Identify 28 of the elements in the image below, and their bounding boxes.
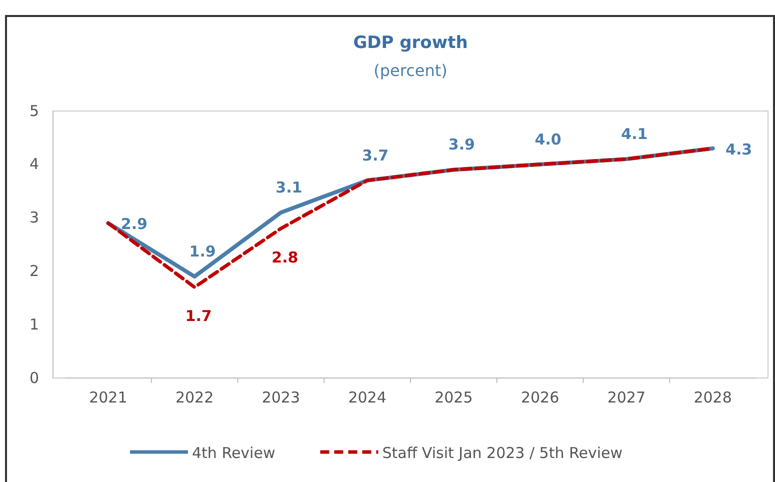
x-tick-label: 2026 <box>520 388 560 407</box>
x-tick-label: 2021 <box>89 388 128 407</box>
x-tick-label: 2025 <box>434 388 473 407</box>
x-tick-label: 2022 <box>175 388 214 407</box>
x-tick-label: 2027 <box>607 388 646 407</box>
data-label: 4.0 <box>534 130 562 148</box>
x-tick-label: 2028 <box>694 388 732 407</box>
chart-title: GDP growth <box>353 33 468 53</box>
data-label: 1.9 <box>189 242 216 261</box>
y-tick-label: 4 <box>29 155 39 174</box>
data-label: 3.9 <box>448 136 475 154</box>
data-label: 2.8 <box>272 248 298 266</box>
x-tick-label: 2024 <box>348 388 386 407</box>
data-label: 4.3 <box>726 140 752 158</box>
legend-label: 4th Review <box>192 444 276 462</box>
legend-label: Staff Visit Jan 2023 / 5th Review <box>382 444 623 462</box>
y-tick-label: 3 <box>29 208 39 227</box>
data-label: 3.7 <box>362 146 389 164</box>
data-label: 1.7 <box>185 307 212 326</box>
x-tick-label: 2023 <box>262 388 300 407</box>
data-label: 3.1 <box>276 178 302 196</box>
chart-subtitle: (percent) <box>374 61 448 80</box>
data-label: 4.1 <box>621 125 648 144</box>
y-tick-label: 5 <box>29 102 39 120</box>
y-tick-label: 1 <box>29 315 39 334</box>
y-tick-label: 0 <box>29 368 39 387</box>
y-tick-label: 2 <box>29 262 39 280</box>
data-label: 2.9 <box>120 215 148 234</box>
